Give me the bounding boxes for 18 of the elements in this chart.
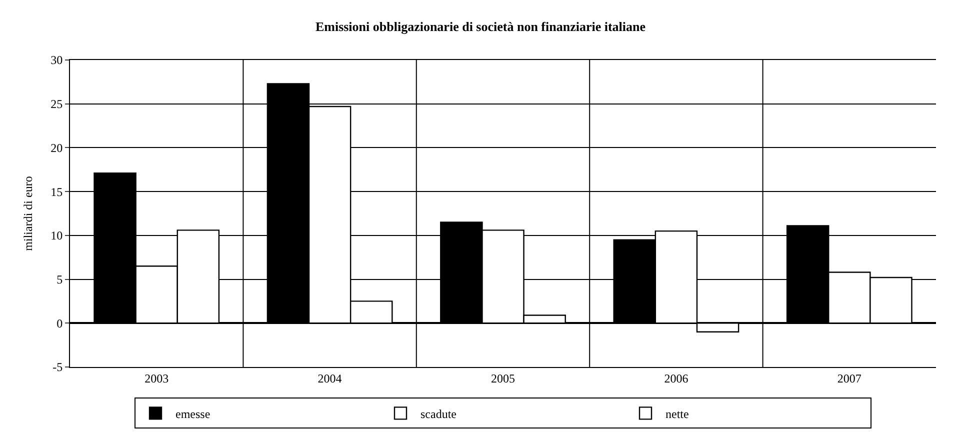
legend-label: emesse	[176, 406, 210, 421]
y-tick-label: 20	[50, 140, 63, 155]
y-tick-label: 0	[56, 316, 63, 330]
x-tick-label: 2007	[837, 371, 862, 386]
y-tick-label: 25	[50, 97, 63, 112]
x-tick-label: 2004	[318, 371, 342, 386]
legend-label: nette	[666, 406, 689, 421]
y-tick-label: 30	[50, 53, 63, 68]
x-tick-label: 2006	[664, 371, 688, 386]
x-tick-label: 2005	[491, 371, 515, 386]
legend-label: scadute	[420, 406, 456, 421]
x-tick-label: 2003	[144, 371, 169, 386]
y-tick-label: 5	[56, 272, 63, 286]
y-tick-label: 10	[50, 228, 63, 243]
y-tick-label: -5	[52, 360, 63, 374]
y-axis-title: miliardi di euro	[20, 176, 35, 251]
chart-title: Emissioni obbligazionarie di società non finanziarie italiane	[315, 19, 646, 34]
y-tick-label: 15	[50, 184, 63, 199]
